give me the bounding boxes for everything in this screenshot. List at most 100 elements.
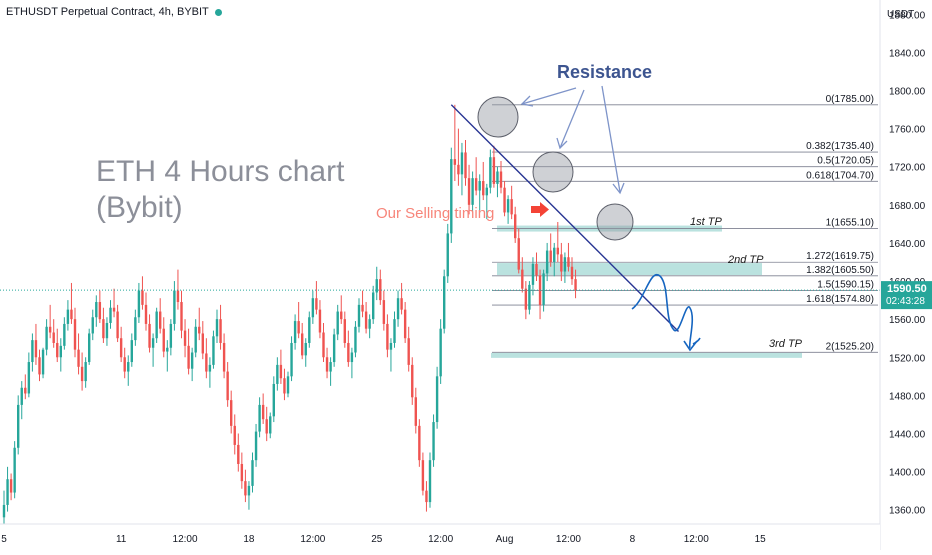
candle-body [432, 422, 435, 461]
price-axis-unit: USDT [887, 9, 914, 20]
candle-body [489, 157, 492, 188]
candle-body [556, 247, 559, 255]
candle-body [63, 323, 66, 346]
candle-body [38, 357, 41, 375]
countdown-timer: 02:43:28 [886, 296, 925, 307]
candle-body [130, 340, 133, 363]
candle-body [308, 317, 311, 343]
candle-body [560, 254, 563, 272]
candle [450, 147, 453, 243]
candle [524, 281, 528, 320]
resistance-circle[interactable] [596, 203, 634, 241]
candle [190, 347, 194, 382]
resistance-circle[interactable] [477, 96, 519, 138]
candle [116, 304, 119, 343]
candle-body [144, 304, 148, 324]
candle-body [88, 333, 91, 363]
candle [215, 309, 219, 343]
candle [471, 171, 474, 213]
candle-body [290, 342, 293, 377]
candle-body [73, 319, 77, 350]
resistance-label: Resistance [557, 62, 652, 82]
candle-body [112, 307, 116, 312]
candle-body [66, 309, 70, 324]
candle [123, 347, 126, 379]
tp2-band [497, 263, 762, 276]
fib-level: 1(1655.10) [492, 218, 878, 229]
price-tick-label: 1360.00 [889, 506, 926, 517]
fib-label: 0.618(1704.70) [806, 170, 874, 181]
candle-body [151, 338, 155, 348]
candle [9, 473, 13, 501]
resistance-arrows [520, 85, 625, 195]
fib-label: 1(1655.10) [826, 218, 874, 229]
candle-body [311, 298, 315, 318]
candle-body [535, 263, 538, 276]
candle [531, 257, 535, 296]
time-tick-label: Aug [496, 534, 514, 545]
candle [467, 164, 471, 215]
candle [286, 371, 290, 398]
candle [27, 352, 31, 398]
candle [496, 166, 499, 198]
candle-body [141, 290, 144, 305]
candle [325, 347, 329, 379]
candle-body [570, 266, 574, 280]
candle [386, 314, 389, 358]
candle-body [102, 319, 105, 339]
fib-level: 0(1785.00) [492, 94, 878, 106]
candle-body [446, 233, 449, 277]
candle-body [375, 279, 378, 293]
symbol-title[interactable]: ETHUSDT Perpetual Contract, 4h, BYBIT [6, 6, 222, 18]
candle [265, 406, 268, 442]
price-tick-label: 1440.00 [889, 429, 926, 440]
candle [563, 252, 567, 283]
candle [251, 452, 254, 493]
candle-body [27, 362, 31, 394]
candle [499, 161, 503, 194]
candle [414, 387, 417, 434]
candle-body [357, 304, 361, 327]
fib-label: 0.382(1735.40) [806, 141, 874, 152]
candle-body [137, 290, 141, 318]
time-axis-panel[interactable] [0, 524, 880, 550]
price-axis-panel[interactable] [880, 0, 932, 550]
candle-body [293, 321, 297, 343]
candle-body [283, 378, 286, 394]
candle-body [52, 332, 55, 343]
candle-body [418, 425, 421, 461]
candle-body [414, 397, 417, 426]
candle-body [134, 317, 137, 341]
candle-body [492, 157, 496, 184]
candle-body [343, 319, 346, 343]
resistance-circle[interactable] [532, 151, 574, 193]
candle [148, 314, 151, 353]
candle [514, 206, 517, 243]
candle-body [13, 447, 16, 493]
candle [460, 142, 464, 196]
candle-body [421, 460, 425, 491]
candle [63, 317, 66, 350]
candle [482, 161, 485, 201]
candle-body [116, 311, 119, 339]
candle [290, 336, 293, 382]
tp3-band [491, 352, 802, 358]
candle-body [194, 326, 197, 353]
candle-body [6, 479, 9, 505]
candle-body [482, 181, 485, 196]
time-tick-label: 12:00 [556, 534, 581, 545]
candle-body [24, 387, 27, 394]
fib-level: 0.5(1720.05) [492, 156, 878, 168]
candle-body [70, 309, 73, 320]
candle-body [31, 340, 34, 363]
price-tick-label: 1760.00 [889, 125, 926, 136]
price-tick-label: 1680.00 [889, 201, 926, 212]
candle-body [9, 479, 13, 493]
candle [41, 347, 45, 379]
candle [322, 322, 325, 363]
resistance-trendline[interactable] [450, 104, 679, 333]
candle-body [340, 311, 343, 320]
price-tick-label: 1520.00 [889, 353, 926, 364]
